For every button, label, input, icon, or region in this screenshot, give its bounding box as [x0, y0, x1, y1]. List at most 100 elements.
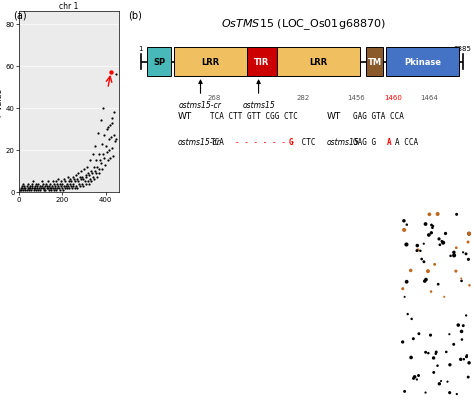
- Point: [430, 369, 438, 376]
- Point: [428, 230, 435, 237]
- Point: [91, 143, 99, 150]
- Point: [50, 187, 58, 194]
- Point: [102, 143, 109, 150]
- Point: [91, 168, 99, 175]
- Text: TCA CTT GTT CGG CTC: TCA CTT GTT CGG CTC: [210, 112, 298, 121]
- Point: [107, 156, 114, 162]
- Point: [109, 154, 117, 160]
- Point: [457, 356, 465, 363]
- Point: [69, 174, 77, 181]
- Point: [104, 158, 112, 164]
- Text: GAG G: GAG G: [353, 138, 376, 146]
- Point: [408, 316, 415, 322]
- Point: [27, 181, 35, 187]
- Text: TIR: TIR: [254, 58, 270, 67]
- Point: [427, 289, 435, 295]
- Text: 3885: 3885: [454, 46, 472, 52]
- Point: [453, 245, 460, 251]
- Point: [71, 185, 79, 192]
- Point: [464, 239, 472, 245]
- Point: [401, 227, 408, 233]
- Point: [452, 268, 460, 275]
- Point: [63, 183, 70, 189]
- Text: WT: WT: [327, 112, 341, 121]
- Point: [25, 185, 33, 192]
- Point: [78, 181, 85, 187]
- Point: [107, 135, 115, 141]
- Point: [83, 164, 91, 170]
- Point: [103, 126, 110, 133]
- Point: [53, 187, 60, 194]
- Text: (e): (e): [223, 211, 234, 219]
- Point: [85, 181, 92, 187]
- Point: [87, 177, 94, 183]
- Point: [63, 181, 70, 187]
- Point: [459, 323, 467, 329]
- Point: [22, 185, 29, 192]
- Point: [64, 174, 72, 181]
- FancyBboxPatch shape: [247, 48, 277, 77]
- Point: [63, 185, 71, 192]
- Point: [460, 356, 468, 363]
- Point: [442, 231, 449, 237]
- Point: [403, 222, 410, 228]
- Point: [465, 360, 473, 366]
- Point: [82, 172, 90, 179]
- Point: [407, 267, 414, 274]
- Point: [465, 231, 473, 237]
- Text: 1456: 1456: [347, 95, 365, 100]
- Point: [33, 185, 40, 192]
- Point: [425, 350, 432, 356]
- Point: [100, 105, 107, 112]
- Point: [69, 181, 76, 187]
- Point: [413, 248, 421, 254]
- Point: [92, 158, 100, 164]
- Point: [66, 181, 73, 187]
- Point: [47, 185, 55, 192]
- Point: [97, 160, 105, 166]
- Point: [413, 376, 420, 383]
- Text: 1464: 1464: [420, 95, 438, 100]
- Text: 282: 282: [297, 95, 310, 100]
- Point: [107, 70, 115, 76]
- Point: [16, 187, 24, 194]
- Point: [67, 183, 75, 189]
- Point: [415, 331, 423, 337]
- Point: [110, 133, 118, 139]
- Text: Pkinase: Pkinase: [404, 58, 441, 67]
- Point: [18, 187, 25, 194]
- Point: [20, 183, 28, 189]
- Text: ostms15: ostms15: [242, 100, 275, 109]
- Point: [61, 185, 69, 192]
- Point: [85, 172, 93, 179]
- Point: [462, 251, 470, 257]
- Point: [60, 187, 67, 194]
- Point: [57, 183, 64, 189]
- FancyBboxPatch shape: [277, 48, 360, 77]
- Point: [70, 177, 78, 183]
- Text: (d): (d): [114, 211, 126, 219]
- Point: [400, 218, 408, 225]
- Point: [434, 281, 442, 288]
- Point: [112, 137, 120, 143]
- Point: [41, 185, 48, 192]
- Text: G: G: [288, 138, 293, 146]
- Text: (b): (b): [128, 10, 142, 20]
- Point: [60, 183, 68, 189]
- Text: (c): (c): [4, 211, 16, 219]
- Point: [38, 183, 46, 189]
- Text: 268: 268: [207, 95, 220, 100]
- Point: [440, 294, 448, 300]
- Point: [465, 282, 473, 289]
- Text: CTC: CTC: [297, 138, 315, 146]
- Point: [57, 179, 65, 185]
- Title: chr 1: chr 1: [59, 2, 78, 11]
- Point: [20, 185, 27, 192]
- Point: [101, 162, 109, 168]
- Point: [23, 187, 31, 194]
- Point: [73, 177, 81, 183]
- Point: [26, 187, 33, 194]
- Point: [53, 181, 61, 187]
- Point: [93, 174, 100, 181]
- Point: [49, 179, 56, 185]
